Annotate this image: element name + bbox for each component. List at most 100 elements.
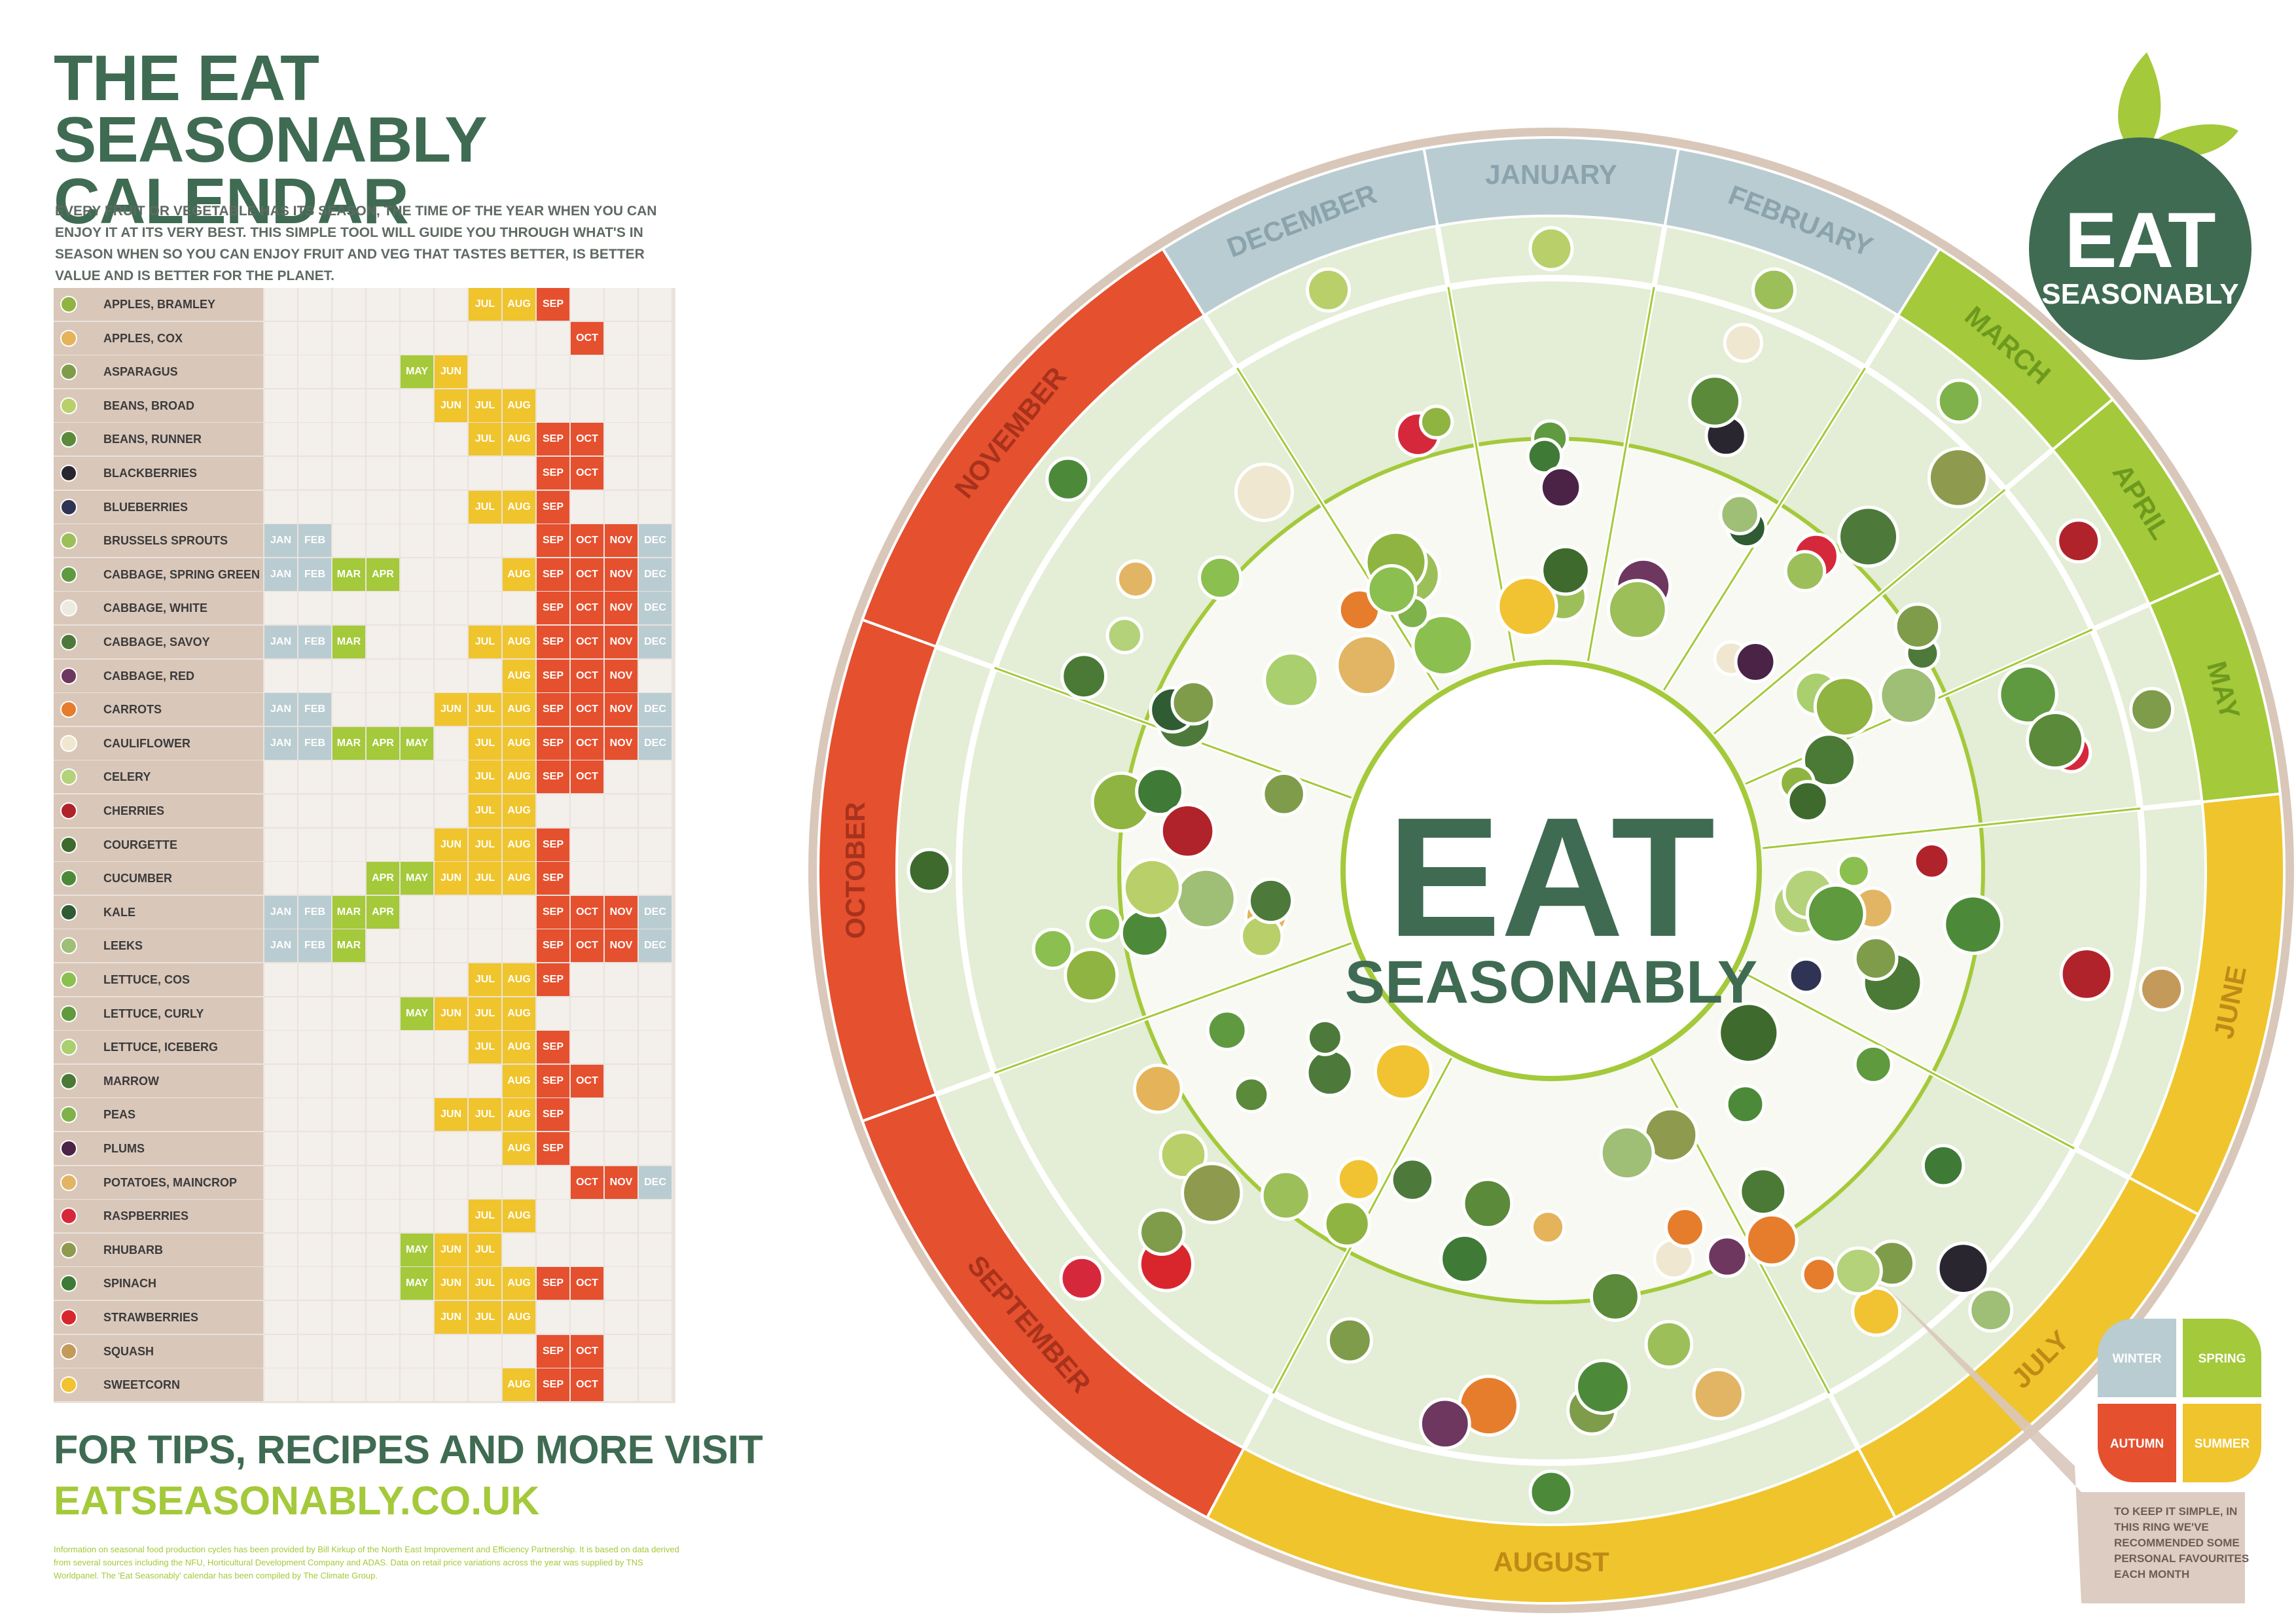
month-empty-cell xyxy=(298,1368,331,1402)
produce-name-cell: LETTUCE, CURLY xyxy=(54,997,263,1030)
eat-seasonably-logo[interactable]: EAT SEASONABLY xyxy=(2022,52,2258,366)
month-empty-cell xyxy=(264,423,297,456)
month-empty-cell xyxy=(367,626,399,658)
produce-name: LEEKS xyxy=(103,939,143,953)
month-empty-cell xyxy=(469,457,501,490)
month-in-season-cell: MAY xyxy=(401,1267,433,1300)
month-empty-cell xyxy=(367,760,399,794)
month-empty-cell xyxy=(639,1031,672,1064)
produce-image xyxy=(1912,842,1951,880)
month-in-season-cell: DEC xyxy=(639,929,672,963)
produce-name-cell: POTATOES, MAINCROP xyxy=(54,1166,263,1199)
produce-name: PEAS xyxy=(103,1108,136,1122)
month-empty-cell xyxy=(332,355,365,389)
month-empty-cell xyxy=(264,1031,297,1064)
month-in-season-cell: SEP xyxy=(537,726,569,760)
produce-icon xyxy=(60,870,77,887)
produce-image xyxy=(1719,493,1761,535)
month-in-season-cell: FEB xyxy=(298,693,331,726)
month-empty-cell xyxy=(435,1368,467,1402)
month-empty-cell xyxy=(435,423,467,456)
month-empty-cell xyxy=(332,997,365,1030)
month-empty-cell xyxy=(332,490,365,524)
month-empty-cell xyxy=(298,1031,331,1064)
produce-image xyxy=(1692,1368,1745,1421)
favourite-produce-image xyxy=(1751,267,1797,313)
month-in-season-cell: SEP xyxy=(537,457,569,490)
footnote: Information on seasonal food production … xyxy=(54,1544,679,1580)
produce-image xyxy=(1540,544,1591,596)
month-empty-cell xyxy=(367,1166,399,1199)
produce-row: PEAS JUN JUL AUG SEP xyxy=(54,1098,675,1132)
produce-image xyxy=(1784,550,1827,593)
produce-name: CABBAGE, WHITE xyxy=(103,601,207,615)
month-label: OCTOBER xyxy=(840,802,870,938)
produce-name-cell: LETTUCE, COS xyxy=(54,963,263,996)
month-in-season-cell: AUG xyxy=(503,1132,535,1165)
produce-row: RASPBERRIES JUL AUG xyxy=(54,1200,675,1234)
produce-name: CABBAGE, SAVOY xyxy=(103,635,210,649)
produce-image xyxy=(1813,675,1876,738)
month-in-season-cell: JUL xyxy=(469,862,501,895)
month-empty-cell xyxy=(332,1031,365,1064)
month-in-season-cell: JUL xyxy=(469,626,501,658)
month-empty-cell xyxy=(401,1098,433,1132)
produce-name: CUCUMBER xyxy=(103,872,172,885)
favourite-produce-image xyxy=(1968,1287,2014,1333)
produce-icon xyxy=(60,1039,77,1056)
month-empty-cell xyxy=(264,963,297,996)
month-empty-cell xyxy=(401,760,433,794)
produce-image xyxy=(1836,853,1871,889)
month-in-season-cell: JUL xyxy=(469,288,501,321)
produce-row: CARROTS JAN FEB JUN JUL AUG SEP OCT NOV DEC xyxy=(54,693,675,727)
month-in-season-cell: JUN xyxy=(435,1301,467,1334)
intro-text: EVERY FRUIT OR VEGETABLE HAS ITS SEASON,… xyxy=(55,204,657,283)
month-empty-cell xyxy=(264,389,297,422)
month-in-season-cell: AUG xyxy=(503,693,535,726)
month-empty-cell xyxy=(571,1301,603,1334)
month-empty-cell xyxy=(639,828,672,861)
produce-row: LETTUCE, ICEBERG JUL AUG SEP xyxy=(54,1031,675,1065)
month-empty-cell xyxy=(503,355,535,389)
month-in-season-cell: APR xyxy=(367,862,399,895)
produce-image xyxy=(1260,1169,1312,1221)
month-empty-cell xyxy=(332,389,365,422)
produce-icon xyxy=(60,1106,77,1124)
month-empty-cell xyxy=(435,321,467,355)
month-empty-cell xyxy=(639,1301,672,1334)
produce-icon xyxy=(60,565,77,583)
month-in-season-cell: SEP xyxy=(537,626,569,658)
produce-name: SWEETCORN xyxy=(103,1378,180,1392)
month-empty-cell xyxy=(264,1301,297,1334)
produce-icon xyxy=(60,1309,77,1326)
note-pointer xyxy=(1882,1283,2245,1603)
produce-icon xyxy=(60,532,77,550)
produce-name-cell: RASPBERRIES xyxy=(54,1200,263,1233)
month-in-season-cell: DEC xyxy=(639,693,672,726)
produce-image xyxy=(1589,1270,1641,1322)
month-empty-cell xyxy=(401,1064,433,1097)
month-in-season-cell: AUG xyxy=(503,760,535,794)
favourite-produce-image xyxy=(1045,456,1091,502)
month-empty-cell xyxy=(367,963,399,996)
month-empty-cell xyxy=(298,457,331,490)
month-in-season-cell: AUG xyxy=(503,288,535,321)
month-in-season-cell: FEB xyxy=(298,558,331,591)
month-empty-cell xyxy=(367,457,399,490)
produce-image xyxy=(1181,1162,1244,1224)
month-in-season-cell: AUG xyxy=(503,1064,535,1097)
month-in-season-cell: APR xyxy=(367,726,399,760)
produce-name: CABBAGE, SPRING GREEN xyxy=(103,567,260,581)
month-empty-cell xyxy=(332,760,365,794)
month-empty-cell xyxy=(605,457,637,490)
month-empty-cell xyxy=(401,592,433,625)
produce-name: CAULIFLOWER xyxy=(103,736,190,750)
produce-row: CHERRIES JUL AUG xyxy=(54,794,675,829)
website-link[interactable]: EATSEASONABLY.CO.UK xyxy=(54,1478,540,1523)
produce-image xyxy=(1232,1076,1270,1114)
month-in-season-cell: NOV xyxy=(605,895,637,929)
month-in-season-cell: AUG xyxy=(503,1031,535,1064)
month-empty-cell xyxy=(401,524,433,558)
month-empty-cell xyxy=(367,321,399,355)
month-empty-cell xyxy=(367,1233,399,1266)
